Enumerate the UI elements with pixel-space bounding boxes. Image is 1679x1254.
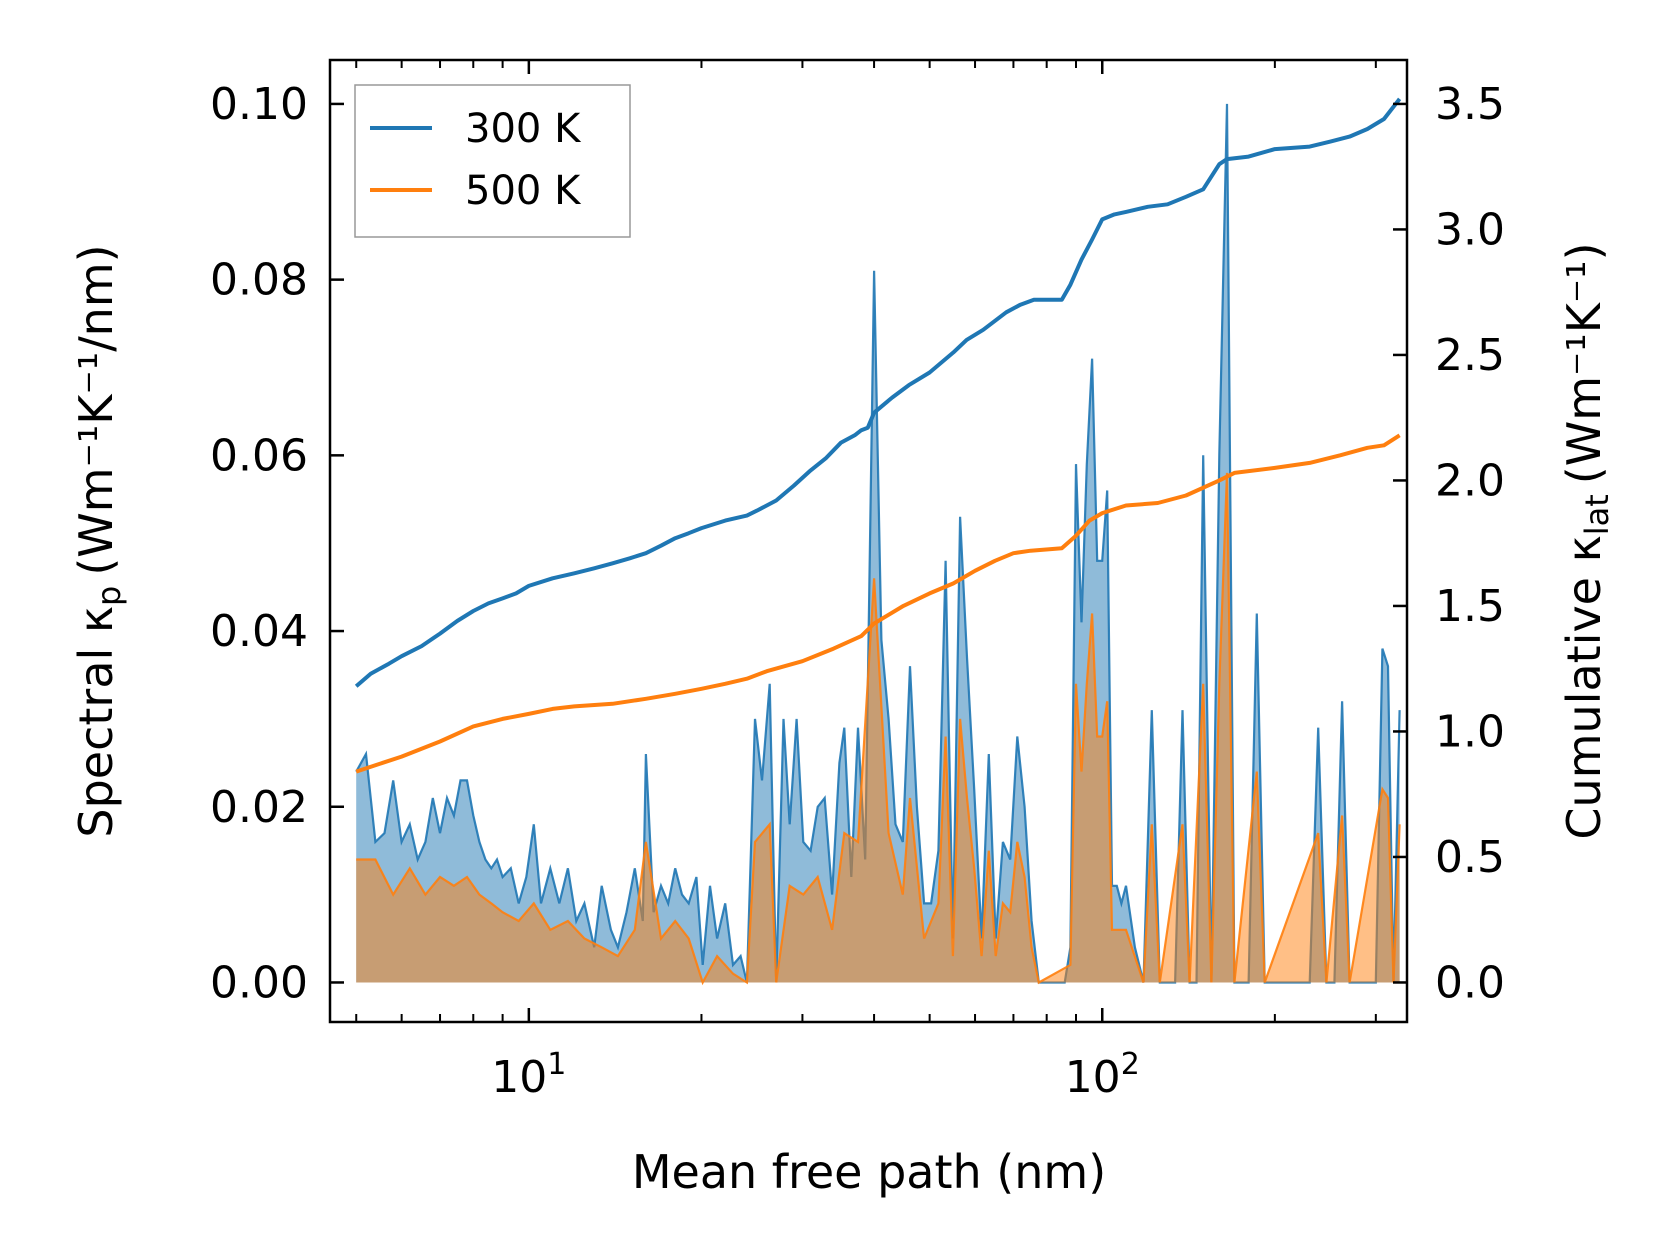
y-right-tick-label: 1.5 xyxy=(1435,581,1505,632)
y-left-tick-label: 0.04 xyxy=(210,606,308,657)
left-axis-label-units: (Wm⁻¹K⁻¹/nm) xyxy=(69,244,123,575)
y-right-tick-label: 3.5 xyxy=(1435,79,1505,130)
spectral-fill-300k xyxy=(356,103,1400,983)
y-left-tick-label: 0.02 xyxy=(210,782,308,833)
x-tick-label: 101 xyxy=(491,1047,566,1103)
legend-label-300k: 300 K xyxy=(465,106,582,152)
legend-label-500k: 500 K xyxy=(465,168,582,214)
data-lines xyxy=(354,97,1402,774)
spectral-line-500k xyxy=(356,472,1401,986)
plot-frame xyxy=(328,58,1409,1024)
y-left-tick-label: 0.10 xyxy=(210,79,308,130)
right-axis-label-main: Cumulative κ xyxy=(1557,535,1611,839)
y-right-tick-label: 1.0 xyxy=(1435,706,1505,757)
spectral-fills xyxy=(355,103,1401,986)
y-right-tick-label: 0.5 xyxy=(1435,832,1505,883)
axis-ticks: 0.00 0.02 0.04 0.06 0.08 0.10 0.0 0.5 1.0 1.5 2.0 2… xyxy=(210,60,1505,1103)
legend-box xyxy=(354,84,631,238)
y-left-tick-label: 0.06 xyxy=(210,430,308,481)
spectral-line-300k xyxy=(355,103,1401,984)
legend: 300 K 500 K xyxy=(354,84,631,238)
spectral-fill-500k xyxy=(356,472,1400,983)
left-axis-label-sub: p xyxy=(90,586,128,606)
y-left-tick-label: 0.08 xyxy=(210,255,308,306)
right-axis-label-sub: lat xyxy=(1578,494,1616,535)
y-right-tick-label: 2.0 xyxy=(1435,455,1505,506)
cumulative-line-500k xyxy=(355,433,1401,774)
y-left-tick-label: 0.00 xyxy=(210,957,308,1008)
left-axis-label: Spectral κp (Wm⁻¹K⁻¹/nm) xyxy=(69,244,128,837)
left-axis-label-main: Spectral κ xyxy=(69,606,123,838)
cumulative-line-300k xyxy=(354,97,1402,688)
right-axis-label: Cumulative κlat (Wm⁻¹K⁻¹) xyxy=(1557,242,1616,839)
x-axis-label: Mean free path (nm) xyxy=(632,1145,1106,1199)
y-right-tick-label: 0.0 xyxy=(1435,957,1505,1008)
right-axis-label-units: (Wm⁻¹K⁻¹) xyxy=(1557,242,1611,484)
x-tick-label: 102 xyxy=(1065,1047,1140,1103)
y-right-tick-label: 3.0 xyxy=(1435,204,1505,255)
y-right-tick-label: 2.5 xyxy=(1435,330,1505,381)
